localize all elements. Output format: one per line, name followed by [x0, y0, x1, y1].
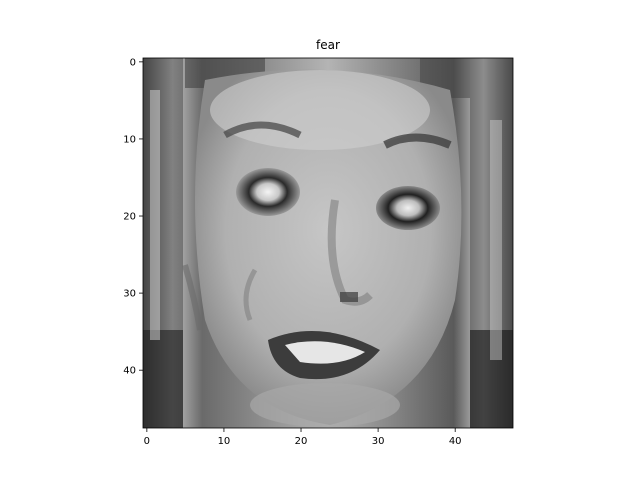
y-tick-label: 40	[123, 366, 136, 377]
y-axis: 0 10 20 30 40	[123, 57, 143, 377]
x-tick-label: 40	[449, 436, 462, 447]
y-tick-label: 0	[130, 57, 136, 68]
axes-frame	[142, 57, 514, 429]
x-tick-label: 0	[144, 436, 150, 447]
face-image	[143, 58, 513, 428]
y-tick-label: 30	[123, 289, 136, 300]
x-tick-label: 10	[218, 436, 231, 447]
x-axis: 0 10 20 30 40	[144, 428, 462, 447]
x-tick-label: 30	[372, 436, 385, 447]
x-tick-label: 20	[295, 436, 308, 447]
y-tick-label: 10	[123, 134, 136, 145]
y-tick-label: 20	[123, 212, 136, 223]
chart-title: fear	[316, 38, 340, 52]
